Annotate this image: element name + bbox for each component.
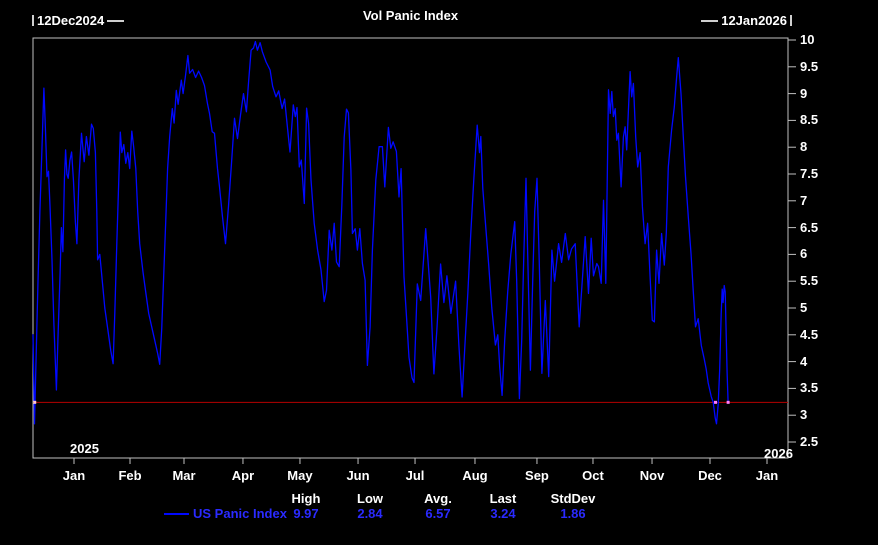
x-axis-month-label: Oct [582, 468, 604, 483]
stat-stddev-value: 1.86 [560, 506, 586, 521]
year-label-2026: 2026 [764, 446, 793, 461]
y-axis-label: 6 [800, 246, 808, 262]
last-value-marker [726, 400, 730, 404]
stat-avg-value: 6.57 [425, 506, 451, 521]
x-axis-month-label: Nov [639, 468, 665, 483]
us-panic-index-line [32, 40, 729, 425]
y-axis-label: 4.5 [800, 326, 819, 342]
series-line-swatch-icon [164, 512, 189, 515]
range-start-dash-icon [107, 19, 125, 22]
stat-low-label: Low [357, 491, 383, 506]
stat-avg-label: Avg. [424, 491, 452, 506]
y-axis-label: 3 [800, 407, 808, 423]
y-axis-label: 5.5 [800, 273, 819, 289]
x-axis-month-label: Apr [231, 468, 255, 483]
x-axis-month-label: Aug [462, 468, 488, 483]
range-start-label: 12Dec2024 [37, 13, 105, 28]
y-axis-label: 9 [800, 85, 808, 101]
series-legend-label: US Panic Index [193, 506, 287, 521]
last-value-marker [714, 400, 718, 404]
x-axis-month-label: Feb [118, 468, 142, 483]
range-start-tick-icon [32, 15, 34, 26]
x-axis-month-label: Jan [62, 468, 86, 483]
y-axis-label: 6.5 [800, 219, 819, 235]
stat-last-value: 3.24 [490, 506, 516, 521]
stat-stddev: StdDev 1.86 [537, 491, 609, 521]
range-end: 12Jan2026 [701, 13, 792, 28]
x-axis-month-label: Jun [346, 468, 370, 483]
y-axis-label: 2.5 [800, 434, 819, 449]
x-axis-month-label: Dec [698, 468, 722, 483]
x-axis-month-label: May [287, 468, 313, 483]
y-axis-label: 8.5 [800, 112, 819, 128]
x-axis-month-label: Sep [525, 468, 549, 483]
y-axis-label: 10 [800, 32, 815, 47]
range-end-label: 12Jan2026 [721, 13, 787, 28]
range-end-tick-icon [790, 15, 792, 26]
page-title: Vol Panic Index [362, 8, 459, 23]
y-axis-label: 7 [800, 192, 808, 208]
y-axis-label: 3.5 [800, 380, 819, 396]
range-end-dash-icon [701, 19, 719, 22]
stat-high: High 9.97 [270, 491, 342, 521]
x-axis-month-label: Mar [172, 468, 196, 483]
y-axis-label: 8 [800, 139, 808, 155]
stat-avg: Avg. 6.57 [402, 491, 474, 521]
y-axis-label: 9.5 [800, 58, 819, 74]
y-axis-label: 4 [800, 353, 808, 369]
y-axis-label: 7.5 [800, 166, 819, 181]
x-axis-month-label: Jan [755, 468, 779, 483]
stat-low-value: 2.84 [357, 506, 383, 521]
stat-last-label: Last [489, 491, 517, 506]
year-label-2025: 2025 [70, 441, 99, 456]
stat-last: Last 3.24 [467, 491, 539, 521]
last-value-marker [33, 400, 37, 404]
stat-high-label: High [291, 491, 321, 506]
stat-high-value: 9.97 [293, 506, 319, 521]
x-axis-month-label: Jul [405, 468, 425, 483]
plot-frame [32, 37, 789, 459]
y-axis-label: 5 [800, 300, 808, 315]
stat-stddev-label: StdDev [550, 491, 596, 506]
series-legend: US Panic Index [164, 506, 287, 521]
stat-low: Low 2.84 [334, 491, 406, 521]
range-start: 12Dec2024 [32, 13, 125, 28]
